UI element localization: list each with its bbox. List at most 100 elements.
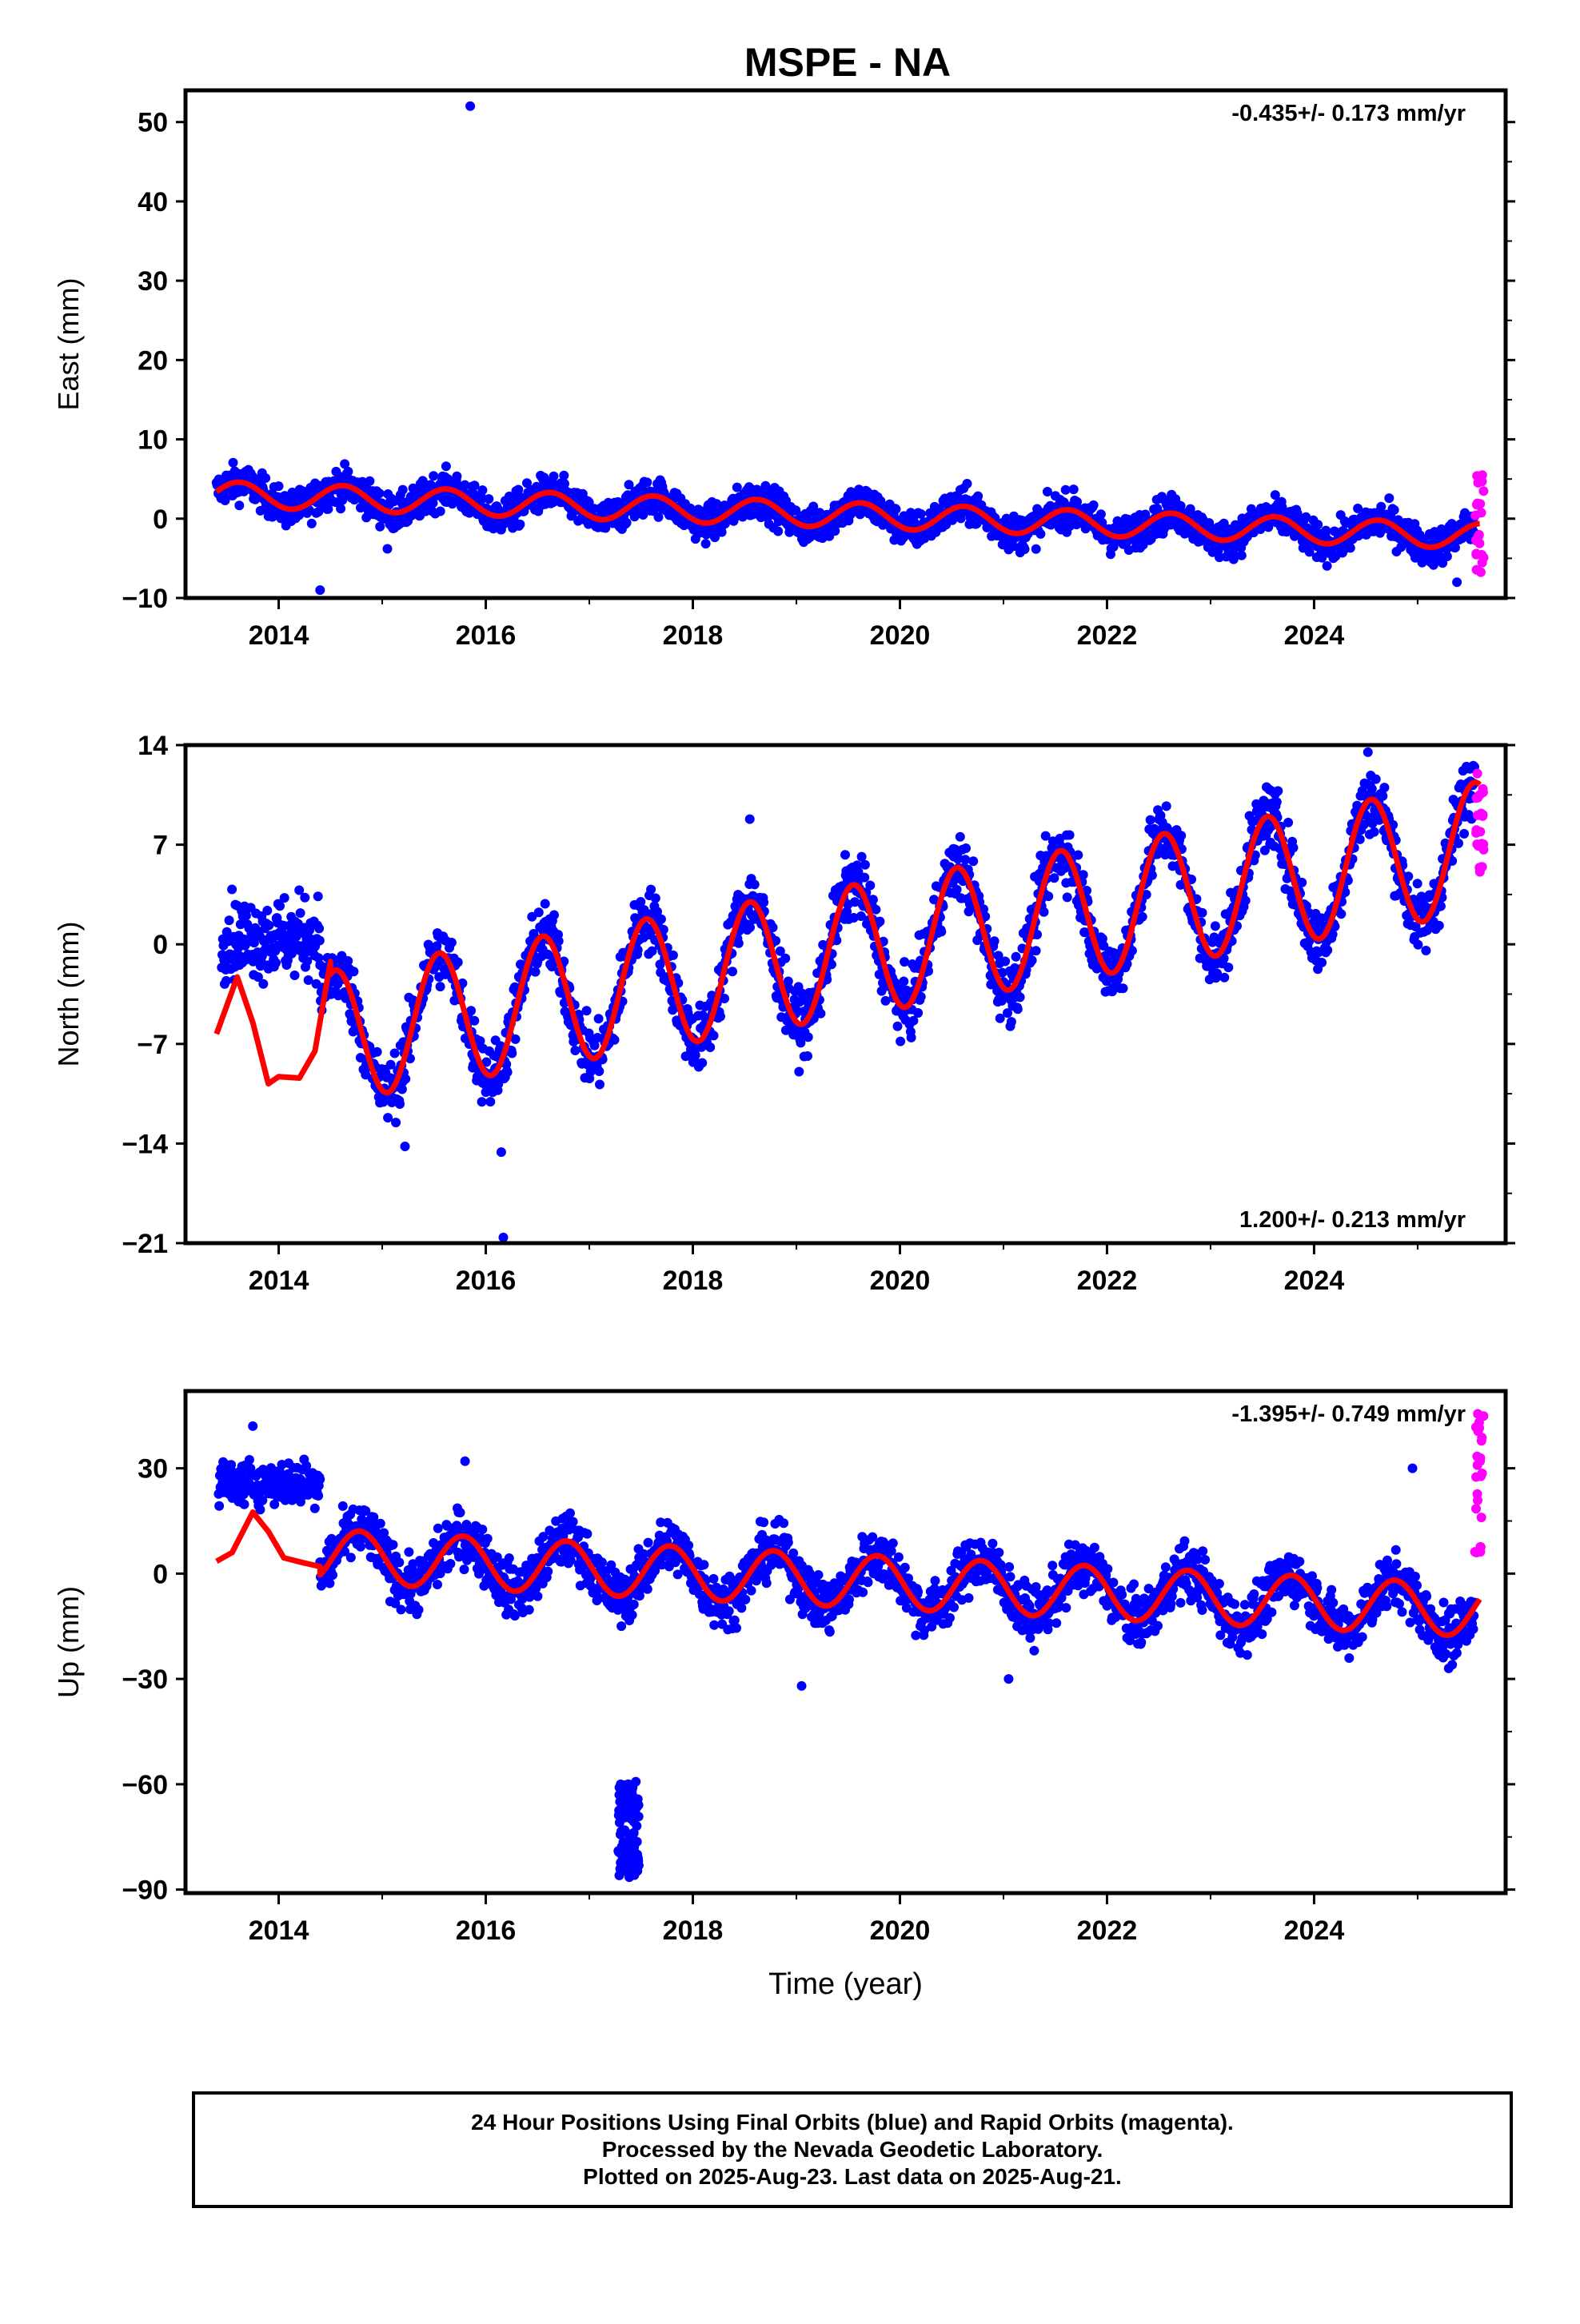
final-point — [1241, 896, 1251, 906]
final-point — [963, 479, 972, 488]
final-point — [1273, 786, 1283, 795]
final-point — [1011, 952, 1021, 962]
final-point — [307, 519, 317, 528]
final-point — [651, 894, 660, 903]
final-point — [968, 856, 978, 866]
final-point — [262, 906, 272, 915]
final-point — [503, 1067, 513, 1077]
final-point — [1384, 493, 1394, 503]
final-point — [505, 1553, 514, 1563]
final-point — [398, 485, 408, 495]
model-curve — [217, 783, 1480, 1093]
rapid-point — [1473, 793, 1482, 803]
final-point — [1138, 912, 1147, 922]
final-point — [1313, 520, 1323, 529]
final-point — [225, 915, 234, 925]
final-point — [780, 954, 790, 963]
y-tick-label: 7 — [153, 831, 168, 861]
final-point — [484, 494, 493, 504]
final-point — [633, 945, 643, 955]
final-point — [349, 967, 358, 976]
final-outlier-point — [401, 1142, 410, 1151]
final-point — [313, 891, 323, 901]
x-tick-label: 2024 — [1284, 620, 1345, 651]
final-point — [952, 885, 962, 895]
final-point — [533, 1592, 542, 1601]
final-point — [433, 1580, 442, 1589]
final-point — [397, 1604, 406, 1614]
final-point — [1403, 871, 1413, 881]
final-point — [1237, 551, 1247, 560]
final-point — [559, 471, 569, 480]
x-tick-label: 2022 — [1077, 1266, 1138, 1296]
final-outlier-point — [383, 544, 393, 554]
final-point — [1370, 827, 1379, 837]
final-point — [1321, 526, 1331, 536]
y-tick-label: 10 — [138, 425, 168, 456]
chart-title: MSPE - NA — [744, 40, 951, 85]
final-point — [1378, 791, 1387, 801]
final-point — [1146, 815, 1155, 825]
final-point — [750, 879, 760, 889]
final-point — [312, 979, 321, 989]
final-point — [1063, 892, 1072, 902]
rapid-point — [1471, 535, 1481, 544]
rapid-point — [1472, 825, 1482, 835]
x-tick-label: 2020 — [870, 1266, 931, 1296]
final-point — [860, 860, 870, 870]
final-point — [1272, 797, 1282, 807]
final-point — [622, 518, 632, 528]
final-point — [1069, 484, 1079, 494]
final-point — [376, 1519, 385, 1529]
x-tick-label: 2018 — [663, 620, 724, 651]
final-point — [395, 1099, 405, 1109]
rapid-point — [1478, 784, 1488, 794]
final-point — [720, 994, 729, 1003]
final-point — [375, 488, 385, 498]
x-tick-label: 2014 — [249, 620, 309, 651]
rapid-point — [1475, 499, 1485, 508]
y-tick-label: 0 — [153, 504, 168, 535]
final-point — [389, 1540, 398, 1549]
final-point — [1355, 835, 1365, 844]
rapid-point — [1473, 769, 1482, 779]
final-point — [857, 852, 867, 862]
final-outlier-point — [1363, 747, 1373, 757]
final-outlier-point — [499, 1233, 509, 1242]
final-point — [896, 1037, 905, 1046]
final-point — [1379, 783, 1389, 792]
final-point — [274, 481, 284, 491]
final-point — [1323, 946, 1332, 955]
final-point — [531, 967, 541, 977]
final-point — [356, 1542, 365, 1552]
final-point — [447, 938, 457, 947]
final-point — [646, 885, 656, 895]
y-tick-label: 14 — [138, 731, 168, 761]
x-tick-label: 2020 — [870, 620, 931, 651]
final-point — [452, 472, 461, 481]
final-point — [1297, 878, 1307, 887]
final-point — [990, 936, 999, 946]
final-point — [313, 953, 323, 963]
final-point — [264, 920, 273, 930]
final-point — [656, 915, 666, 924]
rapid-point — [1478, 558, 1487, 568]
final-outlier-point — [497, 1147, 506, 1157]
final-point — [507, 1049, 517, 1058]
final-outlier-point — [465, 102, 475, 111]
final-point — [456, 1508, 465, 1517]
final-point — [325, 1579, 334, 1589]
final-point — [1371, 775, 1381, 784]
final-points — [213, 1421, 1479, 1882]
final-point — [1043, 891, 1053, 901]
final-point — [1198, 908, 1207, 918]
y-tick-label: −10 — [122, 584, 168, 614]
final-point — [338, 1501, 348, 1511]
final-point — [1065, 831, 1075, 840]
final-point — [840, 850, 850, 859]
final-point — [1390, 505, 1399, 515]
final-point — [328, 1570, 337, 1580]
final-point — [336, 504, 345, 513]
